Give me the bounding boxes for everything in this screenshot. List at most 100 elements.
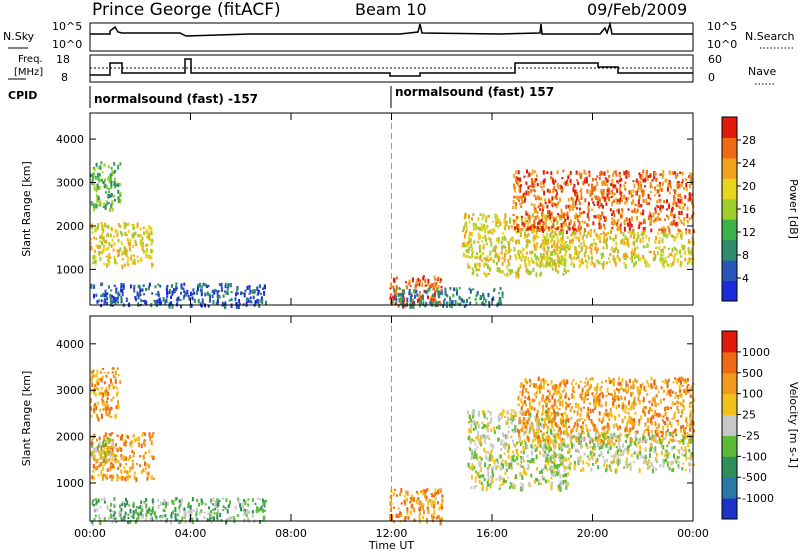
- power-data-cell: [518, 187, 521, 192]
- power-data-cell: [561, 255, 563, 261]
- power-data-cell: [112, 295, 115, 300]
- power-data-cell: [669, 211, 672, 217]
- velocity-data-cell: [130, 515, 133, 518]
- power-data-cell: [615, 174, 618, 177]
- velocity-data-cell: [661, 380, 664, 383]
- power-data-cell: [642, 169, 645, 174]
- power-data-cell: [537, 216, 540, 220]
- velocity-data-cell: [98, 514, 101, 520]
- power-data-cell: [513, 246, 516, 252]
- velocity-data-cell: [474, 448, 477, 451]
- velocity-data-cell: [676, 379, 679, 385]
- power-data-cell: [525, 228, 528, 232]
- velocity-data-cell: [164, 514, 167, 518]
- velocity-data-cell: [504, 447, 507, 450]
- power-data-cell: [524, 194, 527, 199]
- velocity-data-cell: [534, 479, 536, 484]
- power-data-cell: [105, 247, 108, 251]
- power-data-cell: [555, 250, 558, 254]
- velocity-data-cell: [691, 405, 694, 408]
- power-data-cell: [401, 295, 404, 301]
- power-data-cell: [611, 178, 614, 183]
- velocity-data-cell: [605, 458, 608, 463]
- velocity-data-cell: [642, 410, 645, 414]
- velocity-data-cell: [559, 453, 562, 456]
- power-data-cell: [613, 258, 616, 262]
- power-data-cell: [662, 261, 665, 265]
- power-data-cell: [611, 201, 614, 207]
- velocity-data-cell: [615, 468, 618, 473]
- velocity-data-cell: [571, 392, 574, 397]
- power-data-cell: [535, 225, 537, 229]
- power-data-cell: [465, 243, 468, 248]
- velocity-data-cell: [471, 454, 474, 460]
- velocity-data-cell: [96, 401, 99, 405]
- velocity-data-cell: [532, 459, 535, 462]
- power-data-cell: [572, 187, 575, 193]
- velocity-data-cell: [551, 454, 553, 458]
- velocity-data-cell: [617, 413, 620, 418]
- velocity-data-cell: [490, 428, 493, 432]
- velocity-data-cell: [616, 450, 619, 455]
- velocity-data-cell: [483, 410, 486, 416]
- velocity-data-cell: [543, 423, 545, 428]
- velocity-data-cell: [476, 446, 479, 449]
- power-data-cell: [547, 238, 549, 243]
- power-data-cell: [475, 256, 478, 259]
- velocity-data-cell: [567, 433, 569, 436]
- velocity-data-cell: [472, 419, 475, 424]
- power-data-cell: [682, 187, 685, 191]
- power-data-cell: [222, 303, 225, 306]
- power-data-cell: [420, 299, 422, 303]
- power-data-cell: [572, 197, 575, 201]
- power-data-cell: [560, 185, 563, 190]
- velocity-data-cell: [152, 477, 155, 480]
- velocity-data-cell: [572, 435, 575, 438]
- velocity-data-cell: [654, 413, 656, 416]
- power-colorbar-tick-label: 16: [742, 203, 756, 216]
- velocity-data-cell: [117, 404, 120, 410]
- velocity-data-cell: [522, 410, 525, 413]
- velocity-data-cell: [654, 429, 657, 434]
- power-data-cell: [680, 261, 683, 265]
- power-data-cell: [642, 254, 644, 259]
- velocity-data-cell: [563, 411, 566, 415]
- power-data-cell: [475, 268, 478, 272]
- power-data-cell: [180, 283, 183, 288]
- velocity-data-cell: [128, 475, 131, 478]
- velocity-data-cell: [539, 440, 542, 444]
- power-data-cell: [629, 235, 632, 238]
- power-data-cell: [479, 227, 481, 232]
- power-data-cell: [481, 216, 484, 221]
- power-data-cell: [661, 227, 664, 230]
- power-data-cell: [191, 292, 194, 296]
- power-data-cell: [110, 184, 113, 189]
- power-data-cell: [629, 221, 632, 227]
- power-data-cell: [211, 294, 214, 298]
- velocity-data-cell: [132, 504, 135, 509]
- velocity-data-cell: [689, 387, 692, 390]
- velocity-data-cell: [123, 442, 125, 447]
- power-data-cell: [688, 230, 691, 234]
- velocity-data-cell: [681, 384, 684, 387]
- velocity-data-cell: [685, 389, 688, 393]
- power-data-cell: [580, 242, 582, 245]
- velocity-data-cell: [510, 414, 513, 419]
- velocity-data-cell: [600, 420, 603, 424]
- velocity-data-cell: [539, 422, 542, 427]
- power-data-cell: [90, 283, 93, 289]
- power-data-cell: [253, 289, 256, 294]
- power-data-cell: [533, 209, 536, 214]
- velocity-data-cell: [105, 412, 108, 417]
- velocity-data-cell: [109, 379, 112, 384]
- power-data-cell: [640, 183, 643, 188]
- power-data-cell: [623, 253, 626, 258]
- velocity-data-cell: [614, 415, 616, 421]
- power-data-cell: [503, 273, 506, 277]
- velocity-data-cell: [562, 458, 565, 462]
- velocity-data-cell: [505, 434, 508, 439]
- power-data-cell: [501, 295, 504, 299]
- velocity-data-cell: [106, 405, 109, 410]
- power-data-cell: [201, 298, 204, 303]
- velocity-data-cell: [584, 385, 587, 388]
